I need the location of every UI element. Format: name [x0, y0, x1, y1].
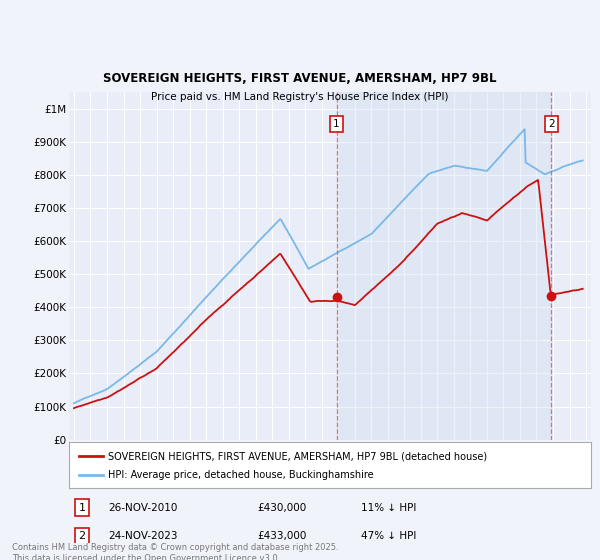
Text: Price paid vs. HM Land Registry's House Price Index (HPI): Price paid vs. HM Land Registry's House … [151, 92, 449, 102]
Text: 2: 2 [548, 119, 554, 129]
Text: 47% ↓ HPI: 47% ↓ HPI [361, 531, 416, 541]
Text: 2: 2 [79, 531, 86, 541]
Text: 1: 1 [79, 503, 86, 512]
Text: SOVEREIGN HEIGHTS, FIRST AVENUE, AMERSHAM, HP7 9BL: SOVEREIGN HEIGHTS, FIRST AVENUE, AMERSHA… [103, 72, 497, 85]
Text: 26-NOV-2010: 26-NOV-2010 [108, 503, 178, 512]
Text: £433,000: £433,000 [257, 531, 306, 541]
Text: SOVEREIGN HEIGHTS, FIRST AVENUE, AMERSHAM, HP7 9BL (detached house): SOVEREIGN HEIGHTS, FIRST AVENUE, AMERSHA… [108, 451, 487, 461]
Text: Contains HM Land Registry data © Crown copyright and database right 2025.
This d: Contains HM Land Registry data © Crown c… [12, 543, 338, 560]
Text: 1: 1 [333, 119, 340, 129]
Text: £430,000: £430,000 [257, 503, 306, 512]
Text: 24-NOV-2023: 24-NOV-2023 [108, 531, 178, 541]
Bar [337, 92, 551, 440]
Text: 11% ↓ HPI: 11% ↓ HPI [361, 503, 416, 512]
Text: HPI: Average price, detached house, Buckinghamshire: HPI: Average price, detached house, Buck… [108, 470, 374, 480]
